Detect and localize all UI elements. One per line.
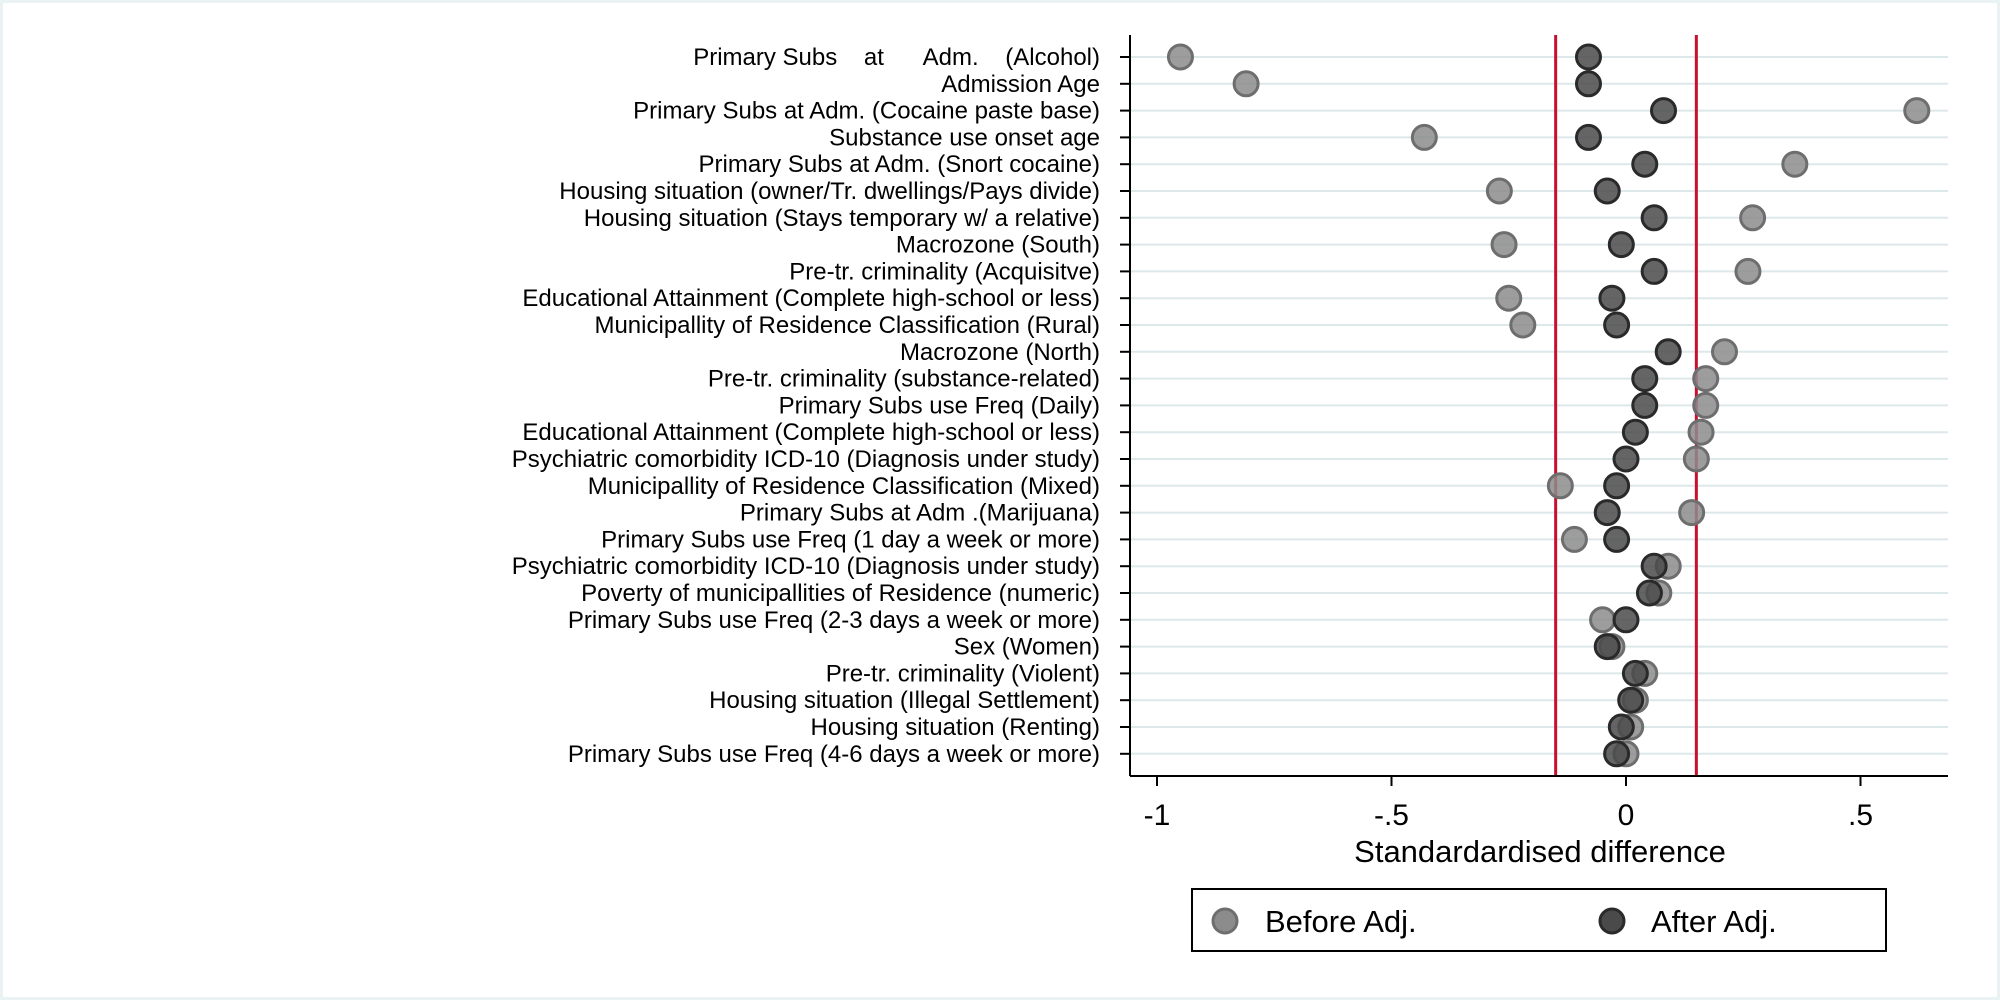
point-after-adj xyxy=(1593,633,1621,661)
y-tick-label: Psychiatric comorbidity ICD-10 (Diagnosi… xyxy=(512,553,1100,580)
legend-marker-after xyxy=(1598,907,1626,935)
y-tick-label: Municipallity of Residence Classificatio… xyxy=(594,312,1100,339)
point-after-adj xyxy=(1574,70,1602,98)
point-after-adj xyxy=(1640,204,1668,232)
point-before-adj xyxy=(1410,123,1438,151)
point-before-adj xyxy=(1739,204,1767,232)
point-before-adj xyxy=(1490,231,1518,259)
y-tick-label: Macrozone (South) xyxy=(896,232,1100,259)
point-after-adj xyxy=(1574,43,1602,71)
y-tick-label: Primary Subs use Freq (1 day a week or m… xyxy=(601,526,1100,553)
y-tick-label: Primary Subs use Freq (4-6 days a week o… xyxy=(568,741,1100,768)
y-tick-label: Pre-tr. criminality (substance-related) xyxy=(708,366,1100,393)
point-before-adj xyxy=(1509,311,1537,339)
data-points xyxy=(1166,43,1931,768)
point-after-adj xyxy=(1603,472,1631,500)
legend-box xyxy=(1191,888,1887,952)
point-before-adj xyxy=(1687,418,1715,446)
y-tick-label: Housing situation (owner/Tr. dwellings/P… xyxy=(559,178,1100,205)
y-tick-label: Primary Subs at Adm. (Cocaine paste base… xyxy=(633,98,1100,125)
point-before-adj xyxy=(1589,606,1617,634)
point-after-adj xyxy=(1631,150,1659,178)
point-after-adj xyxy=(1593,499,1621,527)
y-tick-label: Sex (Women) xyxy=(954,634,1100,661)
point-after-adj xyxy=(1631,365,1659,393)
legend-label-before: Before Adj. xyxy=(1265,904,1417,939)
point-after-adj xyxy=(1603,525,1631,553)
axes xyxy=(1129,35,1948,777)
y-tick-label: Primary Subs at Adm. (Alcohol) xyxy=(693,44,1100,71)
point-before-adj xyxy=(1232,70,1260,98)
x-tick-label: .5 xyxy=(1848,799,1873,832)
point-after-adj xyxy=(1574,123,1602,151)
point-after-adj xyxy=(1593,177,1621,205)
point-after-adj xyxy=(1607,713,1635,741)
y-tick-label: Housing situation (Stays temporary w/ a … xyxy=(584,205,1100,232)
point-after-adj xyxy=(1612,445,1640,473)
point-before-adj xyxy=(1710,338,1738,366)
grid-lines xyxy=(1130,56,1948,755)
point-before-adj xyxy=(1166,43,1194,71)
y-tick-label: Poverty of municipallities of Residence … xyxy=(581,580,1100,607)
point-after-adj xyxy=(1654,338,1682,366)
point-before-adj xyxy=(1903,97,1931,125)
point-before-adj xyxy=(1678,499,1706,527)
y-tick-label: Pre-tr. criminality (Violent) xyxy=(826,660,1100,687)
point-before-adj xyxy=(1682,445,1710,473)
point-after-adj xyxy=(1635,579,1663,607)
point-before-adj xyxy=(1781,150,1809,178)
point-after-adj xyxy=(1603,740,1631,768)
y-tick-label: Housing situation (Renting) xyxy=(811,714,1101,741)
point-after-adj xyxy=(1640,257,1668,285)
point-after-adj xyxy=(1621,659,1649,687)
y-tick-label: Admission Age xyxy=(941,71,1100,98)
legend: Before Adj. After Adj. xyxy=(1191,888,1887,952)
point-before-adj xyxy=(1734,257,1762,285)
point-after-adj xyxy=(1617,686,1645,714)
chart-frame xyxy=(3,3,1997,997)
y-tick-label: Housing situation (Illegal Settlement) xyxy=(709,687,1100,714)
legend-marker-before xyxy=(1211,907,1239,935)
x-tick-label: 0 xyxy=(1618,799,1635,832)
point-after-adj xyxy=(1621,418,1649,446)
y-tick-label: Primary Subs use Freq (Daily) xyxy=(779,392,1100,419)
point-after-adj xyxy=(1640,552,1668,580)
point-after-adj xyxy=(1607,231,1635,259)
legend-label-after: After Adj. xyxy=(1651,904,1777,939)
point-before-adj xyxy=(1495,284,1523,312)
x-axis-title: Standardardised difference xyxy=(1354,834,1726,869)
y-tick-label: Psychiatric comorbidity ICD-10 (Diagnosi… xyxy=(512,446,1100,473)
point-after-adj xyxy=(1603,311,1631,339)
y-tick-label: Macrozone (North) xyxy=(900,339,1100,366)
x-axis-ticks: -1 -.5 0 .5 xyxy=(1144,776,1873,832)
point-after-adj xyxy=(1631,391,1659,419)
point-after-adj xyxy=(1650,97,1678,125)
point-before-adj xyxy=(1546,472,1574,500)
y-tick-label: Primary Subs use Freq (2-3 days a week o… xyxy=(568,607,1100,634)
point-before-adj xyxy=(1560,525,1588,553)
point-after-adj xyxy=(1612,606,1640,634)
point-before-adj xyxy=(1692,391,1720,419)
y-tick-label: Educational Attainment (Complete high-sc… xyxy=(522,419,1100,446)
point-after-adj xyxy=(1598,284,1626,312)
y-axis-labels: Primary Subs at Adm. (Alcohol)Admission … xyxy=(512,44,1130,768)
point-before-adj xyxy=(1485,177,1513,205)
x-tick-label: -.5 xyxy=(1374,799,1409,832)
point-before-adj xyxy=(1692,365,1720,393)
y-tick-label: Substance use onset age xyxy=(829,124,1100,151)
y-tick-label: Educational Attainment (Complete high-sc… xyxy=(522,285,1100,312)
y-tick-label: Primary Subs at Adm. (Snort cocaine) xyxy=(699,151,1100,178)
y-tick-label: Pre-tr. criminality (Acquisitve) xyxy=(789,258,1100,285)
x-tick-label: -1 xyxy=(1144,799,1171,832)
y-tick-label: Primary Subs at Adm .(Marijuana) xyxy=(740,500,1100,527)
y-tick-label: Municipallity of Residence Classificatio… xyxy=(588,473,1100,500)
